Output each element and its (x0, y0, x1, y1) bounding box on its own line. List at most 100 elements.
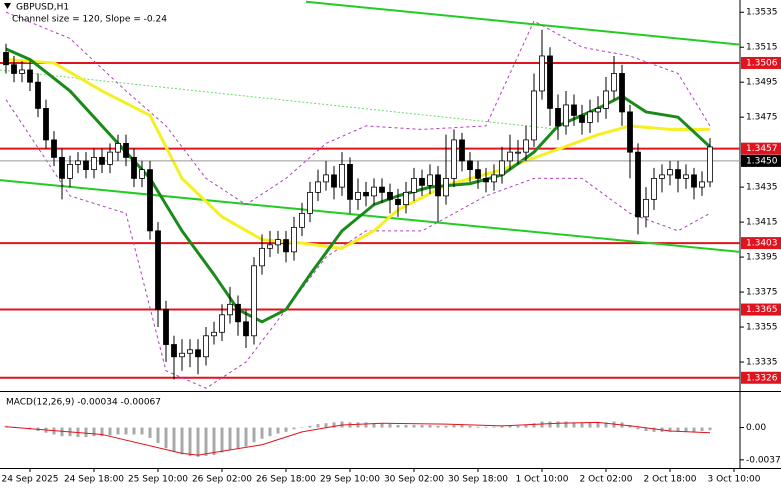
candle-body (379, 186, 385, 193)
candle-body (603, 90, 609, 109)
macd-bar (460, 424, 464, 428)
candle-body (11, 64, 17, 74)
candle-body (35, 81, 41, 109)
candle-body (555, 108, 561, 127)
candle-body (59, 156, 65, 179)
candle-body (619, 73, 625, 113)
y-tick-label: 1.3515 (746, 43, 778, 53)
y-tick-label: 1.3335 (746, 358, 778, 368)
x-tick-label: 2 Oct 02:00 (580, 475, 633, 485)
candle-body (83, 160, 89, 171)
candle-body (611, 73, 617, 92)
macd-bar (284, 427, 288, 432)
candle-body (699, 181, 705, 188)
level-label: 1.3457 (746, 144, 778, 154)
macd-bar (292, 427, 296, 430)
macd-bar (364, 422, 368, 428)
macd-bar (356, 422, 360, 428)
macd-bar (116, 427, 120, 435)
macd-bar (604, 422, 608, 428)
candle-body (155, 230, 161, 310)
candle-body (531, 90, 537, 141)
x-tick-label: 3 Oct 10:00 (708, 475, 761, 485)
macd-bar (188, 427, 192, 456)
macd-title: MACD(12,26,9) -0.00034 -0.00067 (6, 398, 161, 408)
title-marker (4, 3, 11, 9)
candle-body (123, 143, 129, 158)
level-label: 1.3365 (746, 305, 778, 315)
x-tick-label: 24 Sep 2025 (1, 475, 58, 485)
macd-bar (4, 425, 8, 428)
candle-body (291, 226, 297, 253)
macd-bar (196, 427, 200, 457)
candle-body (547, 55, 553, 109)
level-label: 1.3506 (746, 58, 778, 68)
macd-bar (596, 422, 600, 428)
current-price-label: 1.3450 (746, 156, 778, 166)
macd-plot (4, 421, 712, 457)
candle-body (195, 349, 201, 358)
candle-body (347, 163, 353, 200)
candle-body (387, 191, 393, 200)
candle-body (523, 139, 529, 153)
candle-body (371, 186, 377, 197)
candle-body (27, 69, 33, 83)
axes: 1.3535 1.3515 1.3495 1.3475 1.3435 1.3415 1.33… (1, 8, 781, 485)
macd-bar (276, 427, 280, 434)
macd-bar (588, 422, 592, 428)
x-tick-label: 24 Sep 18:00 (64, 475, 124, 485)
candle-body (163, 309, 169, 345)
macd-bar (220, 427, 224, 453)
candle-body (651, 177, 657, 200)
macd-bar (500, 425, 504, 428)
macd-bar (580, 422, 584, 428)
macd-bar (268, 427, 272, 437)
candle-body (635, 151, 641, 218)
level-label: 1.3326 (746, 373, 778, 383)
candle-body (643, 198, 649, 218)
x-tick-label: 30 Sep 02:00 (384, 475, 444, 485)
candle-body (395, 198, 401, 206)
candle-body (435, 174, 441, 197)
x-tick-label: 26 Sep 02:00 (192, 475, 252, 485)
candle-body (515, 151, 521, 154)
macd-bar (252, 427, 256, 443)
indicator-line (0, 69, 561, 130)
macd-bar (164, 427, 168, 449)
x-tick-label: 30 Sep 18:00 (448, 475, 508, 485)
macd-bar (60, 427, 64, 437)
y-tick-label: 1.3355 (746, 323, 778, 333)
candle-body (507, 151, 513, 162)
x-tick-label: 29 Sep 10:00 (320, 475, 380, 485)
candle-body (99, 156, 105, 165)
macd-bar (452, 424, 456, 428)
macd-bar (92, 427, 96, 437)
macd-bar (236, 427, 240, 449)
macd-bar (532, 423, 536, 428)
level-label-box (741, 56, 781, 69)
candle-body (587, 111, 593, 123)
candle-body (595, 108, 601, 113)
chart-subtitle: Channel size = 120, Slope = -0.24 (12, 15, 167, 25)
level-label-box (741, 303, 781, 316)
candle-body (75, 160, 81, 165)
macd-bar (444, 425, 448, 428)
macd-bar (636, 427, 640, 430)
macd-bar (380, 423, 384, 428)
candle-body (67, 163, 73, 179)
candle-body (459, 139, 465, 162)
candle-body (563, 104, 569, 127)
macd-bar (244, 427, 248, 447)
x-tick-label: 26 Sep 18:00 (256, 475, 316, 485)
candle-body (315, 181, 321, 193)
candle-body (707, 146, 713, 183)
candle-body (211, 331, 217, 337)
candle-body (419, 177, 425, 186)
macd-bar (100, 427, 104, 437)
candle-body (339, 163, 345, 188)
candle-body (227, 303, 233, 316)
indicator-line (0, 179, 740, 253)
y-tick-label: 1.3415 (746, 218, 778, 228)
candle-body (355, 191, 361, 200)
candle-body (115, 143, 121, 153)
